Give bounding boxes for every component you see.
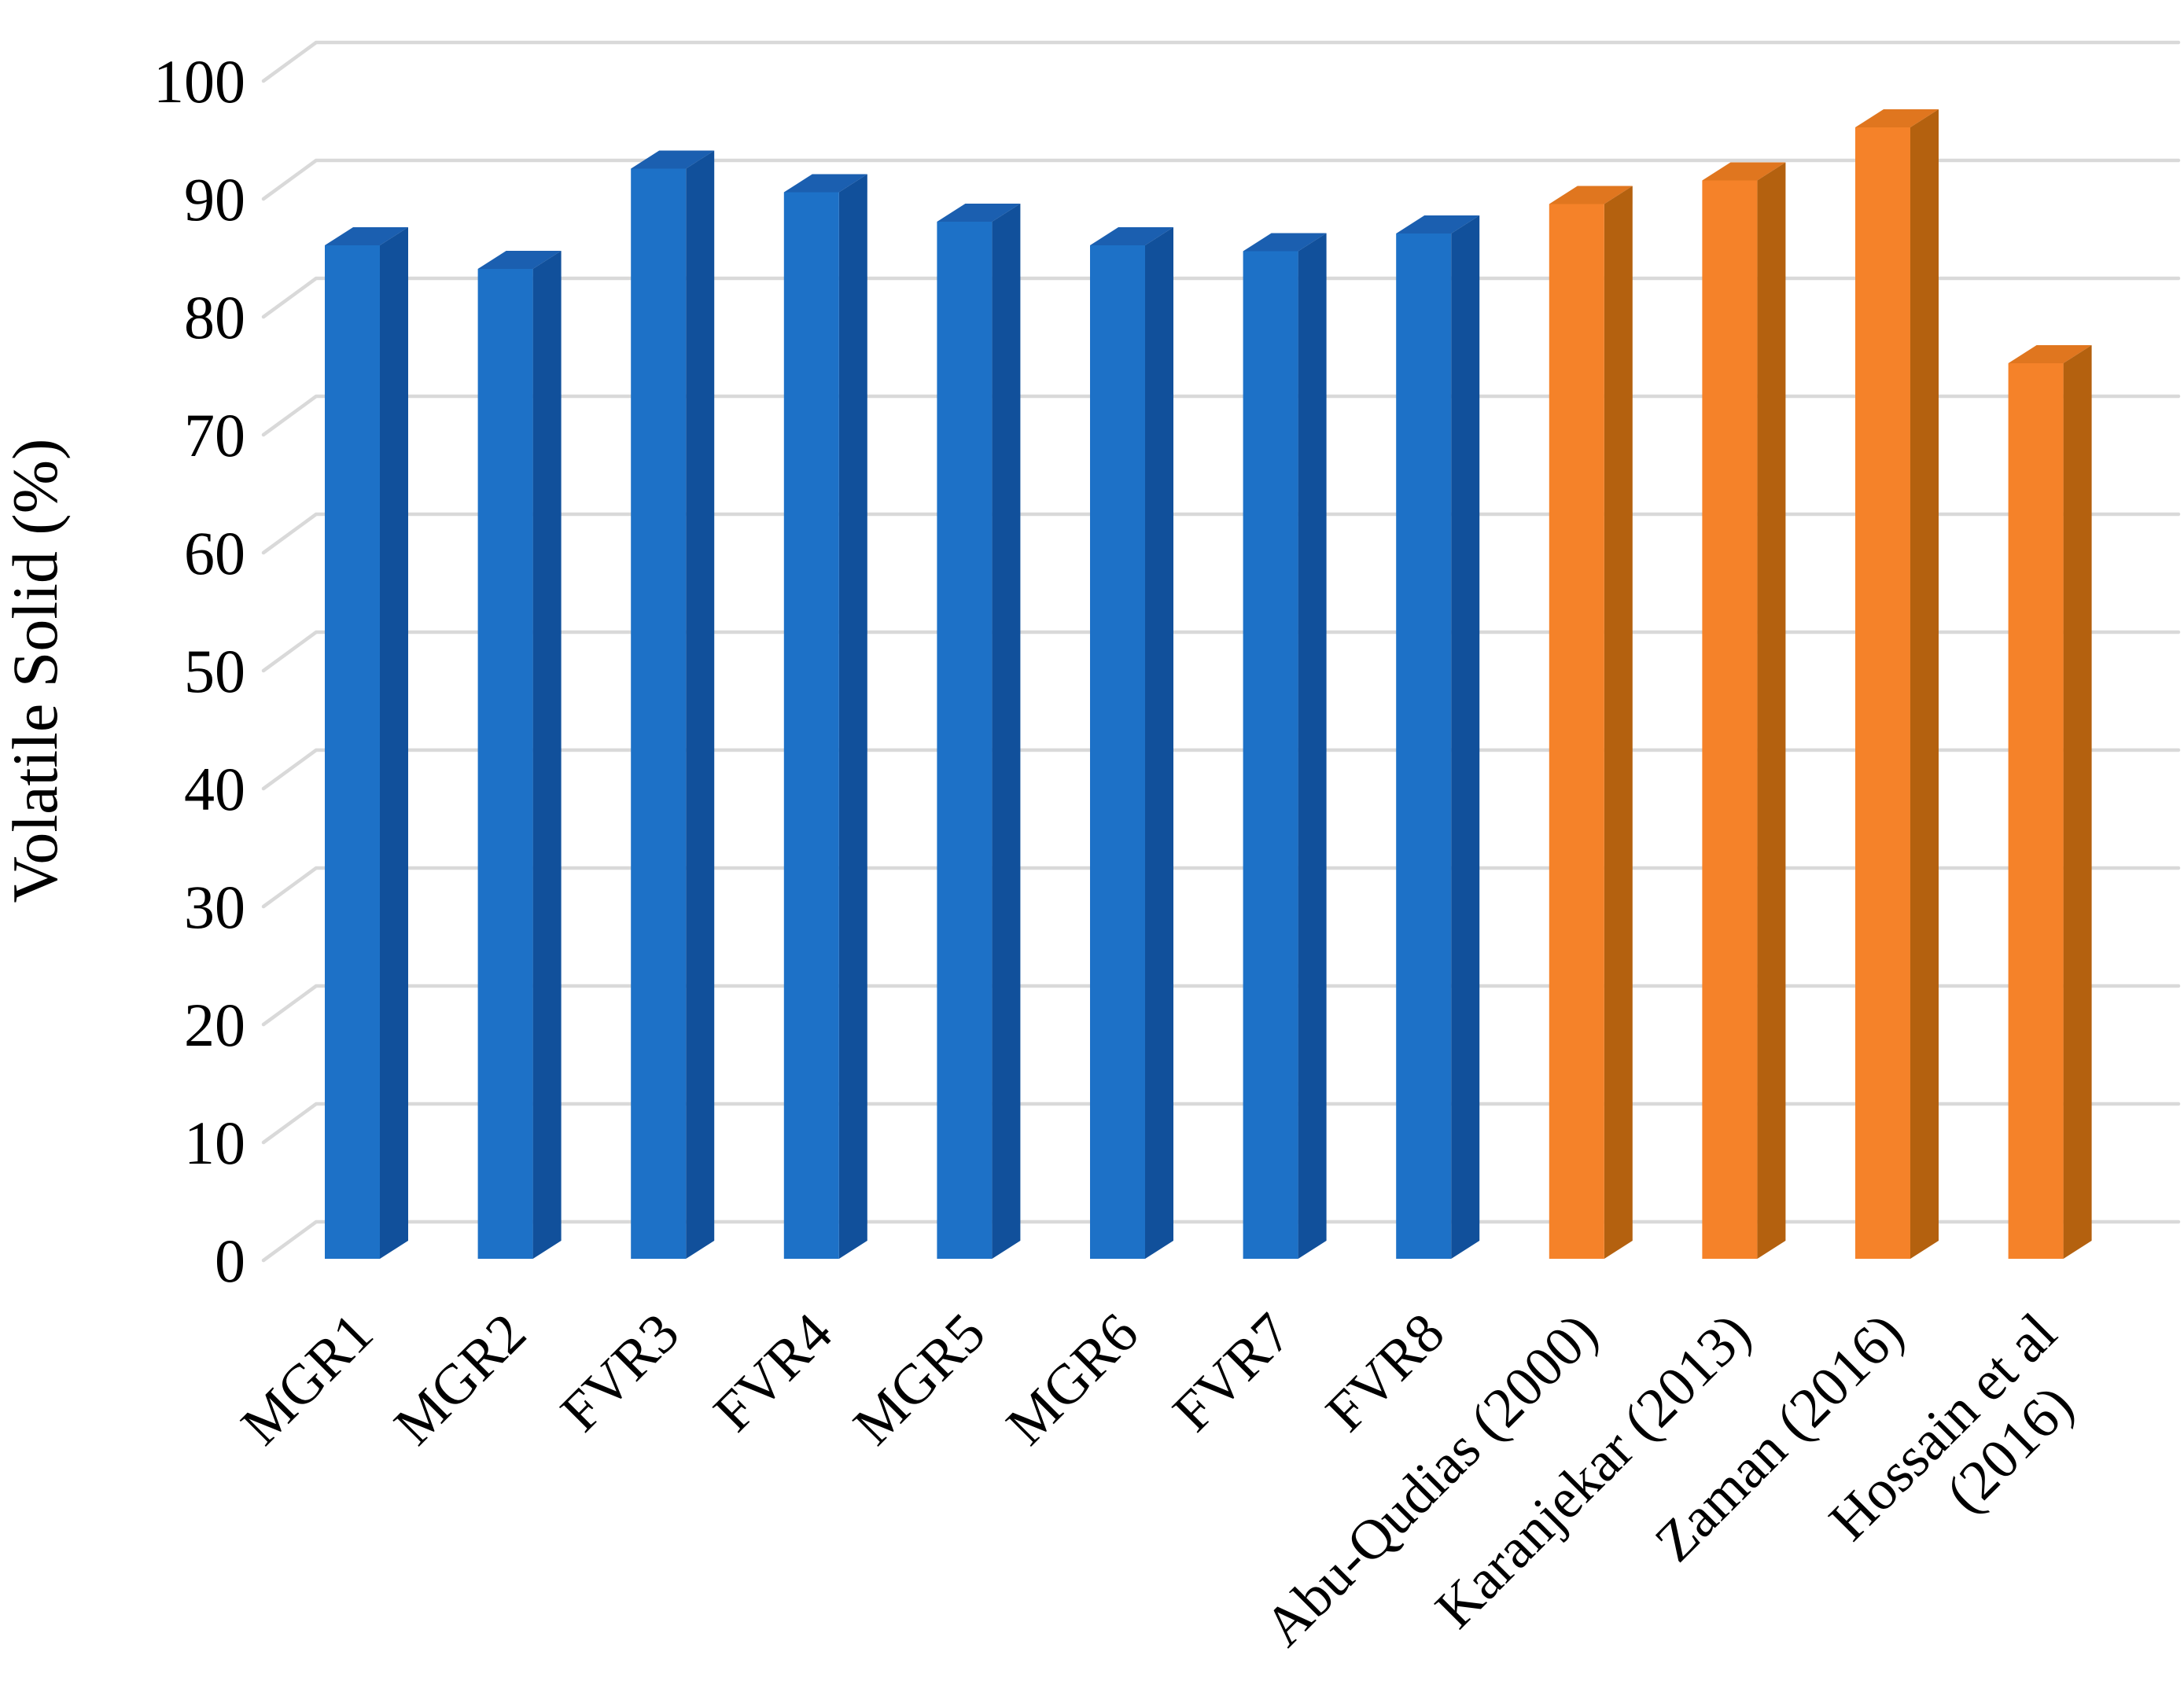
bar-side-face	[1145, 227, 1173, 1259]
bar-mgr2	[477, 251, 562, 1259]
bar-fvr3	[631, 150, 715, 1259]
x-category-label: FVR8	[1313, 1301, 1456, 1444]
bar-side-face	[532, 251, 562, 1259]
bar-front-face	[1090, 245, 1145, 1259]
bar-side-face	[1451, 215, 1480, 1259]
bar-front-face	[783, 192, 839, 1259]
bar-side-face	[1604, 186, 1633, 1259]
x-category-label: FVR3	[548, 1301, 691, 1444]
bar-front-face	[1396, 234, 1452, 1259]
bar-top-face	[631, 150, 715, 169]
y-tick-label: 40	[184, 755, 245, 823]
bar-front-face	[2008, 363, 2064, 1259]
y-tick-label: 60	[184, 519, 245, 587]
x-category-label: MGR1	[229, 1301, 385, 1457]
bar-hossain-et-al-2016	[2008, 345, 2092, 1259]
bar-side-face	[686, 150, 715, 1259]
bar-front-face	[1549, 204, 1604, 1259]
y-tick-label: 0	[215, 1227, 245, 1295]
bar-side-face	[1910, 109, 1939, 1259]
bar-side-face	[380, 227, 408, 1259]
bar-mgr1	[325, 227, 408, 1259]
bar-front-face	[631, 168, 687, 1259]
bar-top-face	[937, 204, 1021, 222]
bar-top-face	[1090, 227, 1173, 245]
bar-top-face	[1243, 233, 1327, 252]
bar-karanjekar-2013	[1702, 162, 1786, 1259]
bar-front-face	[325, 245, 380, 1259]
x-category-label: FVR4	[702, 1301, 844, 1444]
y-tick-label: 80	[184, 283, 245, 351]
gridline	[261, 40, 2181, 83]
bar-zaman-2016	[1855, 109, 1939, 1259]
bar-top-face	[1549, 186, 1633, 204]
y-tick-label: 20	[184, 991, 245, 1059]
bar-front-face	[1855, 127, 1910, 1259]
bar-top-face	[325, 227, 408, 245]
y-tick-label: 30	[184, 873, 245, 941]
bar-top-face	[1396, 215, 1480, 234]
y-tick-label: 90	[184, 165, 245, 234]
bar-side-face	[838, 174, 867, 1259]
x-category-label: MGR5	[842, 1301, 997, 1457]
bar-top-face	[1855, 109, 1939, 127]
bar-top-face	[2008, 345, 2092, 363]
bar-side-face	[1757, 162, 1786, 1259]
bar-top-face	[783, 174, 867, 193]
bar-abu-qudias-2000	[1549, 186, 1633, 1259]
bar-top-face	[1702, 162, 1786, 181]
y-tick-label: 50	[184, 637, 245, 705]
bar-front-face	[477, 269, 533, 1259]
y-tick-label: 70	[184, 401, 245, 469]
bar-front-face	[937, 222, 993, 1259]
bar-side-face	[1298, 233, 1327, 1259]
x-category-label: FVR7	[1161, 1301, 1303, 1444]
bar-front-face	[1702, 180, 1758, 1259]
bar-mgr5	[937, 204, 1021, 1259]
bar-side-face	[2063, 345, 2092, 1259]
bar-fvr7	[1243, 233, 1327, 1259]
y-tick-label: 100	[153, 47, 245, 116]
bar-top-face	[477, 251, 562, 269]
x-category-label: MGR6	[994, 1301, 1150, 1457]
y-tick-label: 10	[184, 1109, 245, 1177]
x-category-label: MGR2	[382, 1301, 538, 1457]
bar-fvr8	[1396, 215, 1480, 1259]
bar-side-face	[992, 204, 1021, 1259]
bar-front-face	[1243, 251, 1298, 1259]
bar-fvr4	[783, 174, 867, 1259]
y-axis-title: Volatile Solid (%)	[0, 439, 71, 903]
gridline	[261, 158, 2181, 201]
bar-mgr6	[1090, 227, 1173, 1259]
